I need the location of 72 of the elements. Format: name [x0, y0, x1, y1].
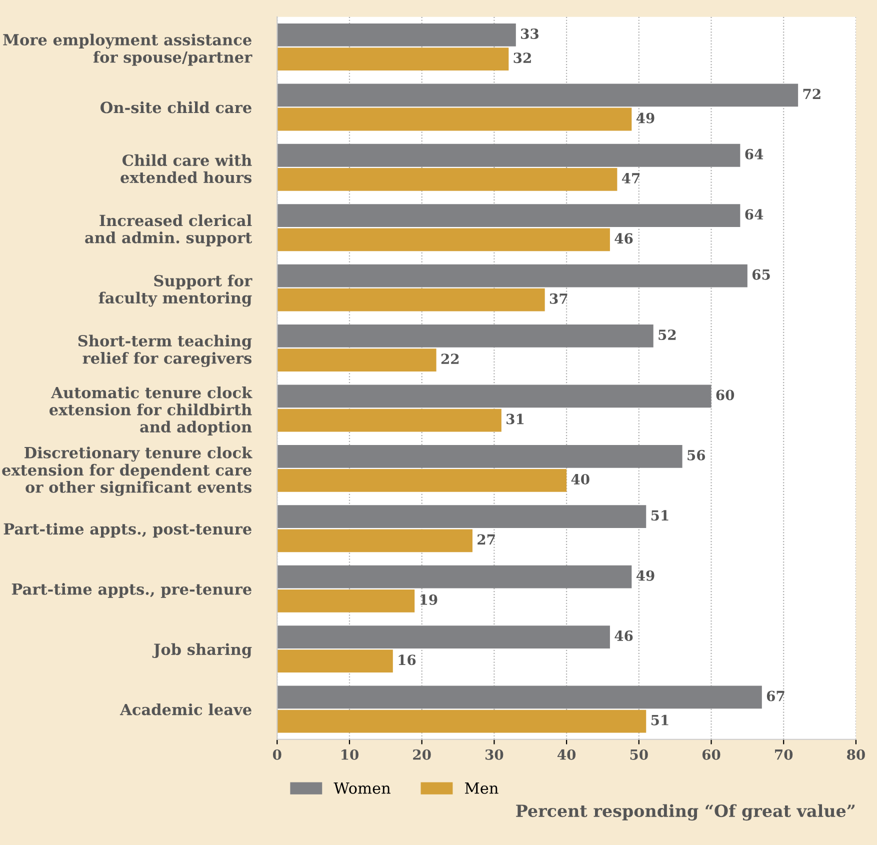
bar [277, 650, 393, 673]
data-label: 47 [622, 172, 640, 184]
data-label: 65 [752, 269, 770, 280]
bar [277, 686, 762, 709]
data-label: 60 [716, 390, 734, 400]
bar [277, 710, 646, 733]
bar [277, 288, 545, 312]
bar [277, 264, 748, 288]
y-tick-label: Academic leave [120, 703, 252, 716]
data-label: 19 [420, 594, 438, 605]
data-label: 46 [614, 233, 633, 244]
bar [277, 348, 436, 372]
bar [277, 444, 682, 468]
data-label: 46 [614, 630, 633, 642]
data-label: 22 [441, 354, 459, 364]
bar [277, 384, 712, 408]
y-tick-label: Child care with extended hours [120, 154, 252, 184]
data-label: 37 [550, 293, 568, 304]
bar [277, 228, 610, 252]
x-tick-label: 10 [342, 749, 358, 760]
bar [277, 24, 516, 46]
data-label: 64 [745, 209, 764, 220]
bar [277, 168, 618, 191]
y-tick-label: On-site child care [100, 101, 252, 114]
y-tick-label: Short-term teaching relief for caregivers [78, 334, 252, 368]
bar [277, 108, 632, 131]
x-tick-label: 40 [557, 749, 576, 760]
bar [277, 469, 567, 492]
y-tick-label: More employment assistance for spouse/partner [3, 34, 252, 66]
y-tick-label: Job sharing [152, 643, 252, 658]
bar [277, 505, 646, 528]
x-tick-label: 0 [272, 749, 282, 760]
y-tick-label: Part-time appts., post-tenure [4, 522, 252, 538]
data-label: 16 [398, 654, 416, 666]
y-tick-label: Discretionary tenure clock extension for dependent care or other significant events [2, 446, 252, 496]
bar [277, 565, 632, 588]
data-label: 49 [636, 112, 654, 124]
data-label: 52 [658, 330, 676, 340]
data-label: 64 [745, 148, 764, 160]
data-label: 56 [688, 450, 706, 460]
bar [277, 626, 610, 648]
y-tick-label: Automatic tenure clock extension for childbirth and adoption [49, 386, 252, 436]
data-label: 72 [803, 88, 820, 99]
bar [277, 144, 740, 167]
data-label: 32 [514, 52, 531, 64]
legend-label: Women [334, 782, 390, 794]
legend-label: Men [464, 782, 498, 794]
bar [277, 204, 740, 228]
x-tick-label: 20 [413, 749, 431, 760]
x-tick-label: 30 [485, 749, 504, 760]
bar [277, 48, 509, 70]
bar [277, 408, 502, 432]
bar [277, 324, 654, 348]
data-label: 51 [651, 510, 668, 521]
y-tick-label: Part-time appts., pre-tenure [12, 583, 252, 598]
y-tick-label: Increased clerical and admin. support [85, 214, 252, 246]
data-label: 67 [766, 690, 784, 702]
data-label: 49 [636, 570, 654, 581]
x-tick-label: 60 [702, 749, 720, 760]
x-tick-label: 50 [630, 749, 648, 760]
data-label: 40 [571, 474, 590, 485]
data-label: 51 [651, 714, 668, 726]
x-axis-title: Percent responding “Of great value” [516, 804, 855, 821]
data-label: 27 [478, 534, 495, 545]
y-tick-label: Support for faculty mentoring [98, 274, 252, 307]
bar [277, 589, 415, 612]
bar [277, 84, 798, 107]
x-tick-label: 70 [775, 749, 793, 760]
bar [277, 529, 472, 552]
data-label: 31 [506, 414, 524, 424]
data-label: 33 [521, 28, 538, 39]
x-tick-label: 80 [847, 749, 865, 760]
